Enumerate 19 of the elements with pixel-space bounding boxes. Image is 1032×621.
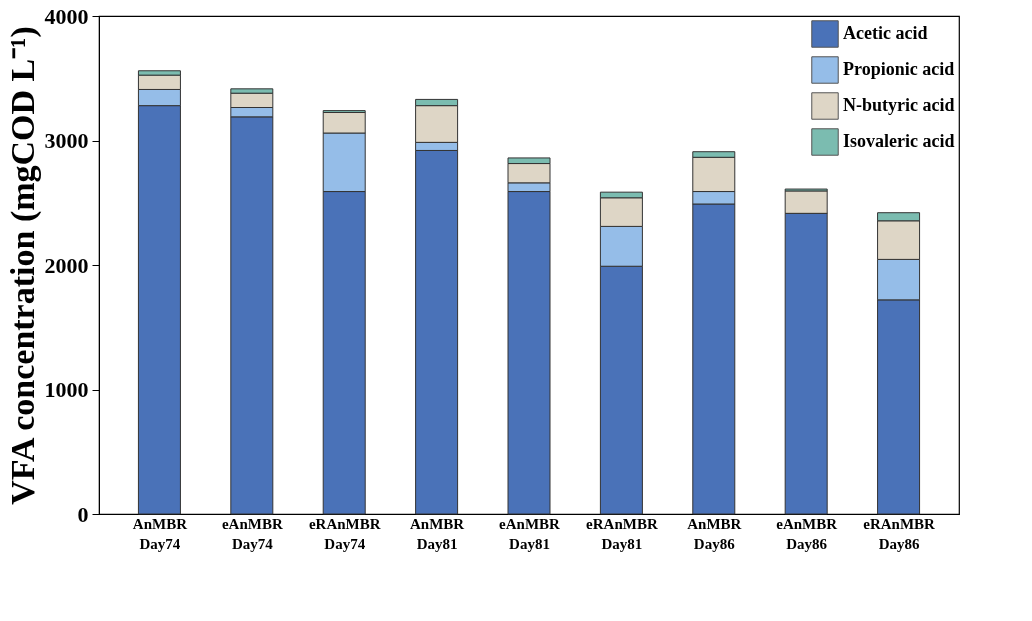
y-axis-title: VFA concentration (mgCOD L⁻¹) xyxy=(3,26,42,505)
x-tick-label: AnMBR Day74 xyxy=(132,515,188,552)
x-tick-label: eAnMBR Day86 xyxy=(776,515,838,552)
x-tick-label: eAnMBR Day74 xyxy=(221,515,283,552)
legend-label: N-butyric acid xyxy=(843,95,955,115)
legend-label: Propionic acid xyxy=(843,59,955,79)
x-tick-label: AnMBR Day86 xyxy=(687,515,742,552)
legend-label: Acetic acid xyxy=(843,23,928,43)
y-tick-label: 0 xyxy=(77,501,89,527)
x-tick-label: eRAnMBR Day81 xyxy=(586,515,658,552)
x-tick-label: eAnMBR Day81 xyxy=(499,515,561,552)
y-tick-label: 3000 xyxy=(44,128,89,153)
legend-label: Isovaleric acid xyxy=(843,131,955,151)
x-tick-label: eRAnMBR Day74 xyxy=(308,515,381,552)
y-tick-label: 1000 xyxy=(44,377,89,402)
x-tick-label: AnMBR Day81 xyxy=(410,515,465,552)
x-tick-label: eRAnMBR Day86 xyxy=(863,515,936,552)
y-tick-label: 4000 xyxy=(44,3,89,29)
y-tick-label: 2000 xyxy=(44,252,89,278)
